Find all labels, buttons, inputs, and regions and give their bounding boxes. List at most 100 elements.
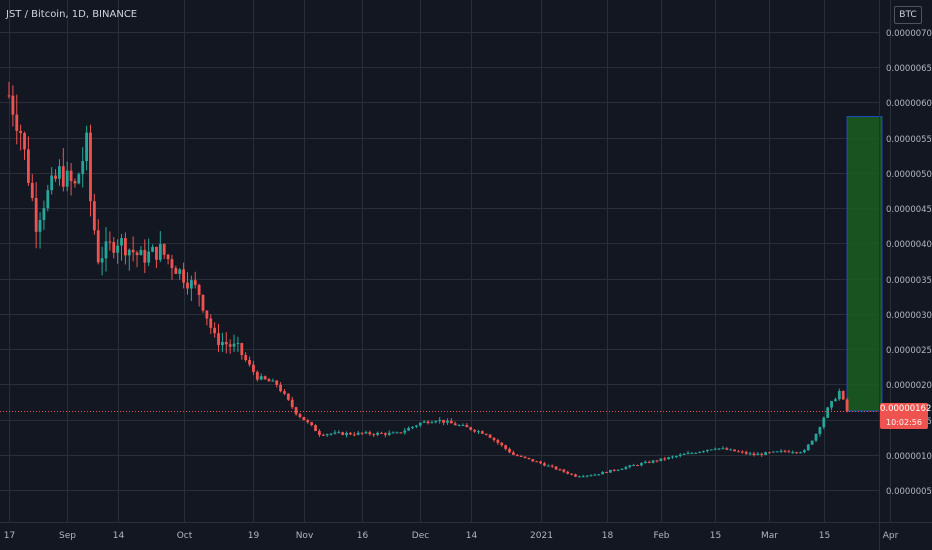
candle-body <box>259 376 263 380</box>
candle-body <box>574 474 577 477</box>
candle-body <box>601 471 605 475</box>
candle-body <box>279 384 282 392</box>
candle-body <box>46 190 50 209</box>
candle-body <box>178 269 182 274</box>
x-tick-label: 19 <box>248 531 260 541</box>
candle-body <box>814 433 818 441</box>
candle-body <box>54 175 57 179</box>
candle-body <box>151 246 154 252</box>
candle-body <box>643 461 647 464</box>
candle-body <box>120 238 123 246</box>
candle-body <box>193 280 197 285</box>
candle-body <box>589 475 593 477</box>
candle-body <box>779 450 783 452</box>
symbol-title[interactable]: JST / Bitcoin, 1D, BINANCE <box>6 9 138 20</box>
candle-body <box>651 460 655 463</box>
candle-body <box>271 380 275 382</box>
y-tick-label: 0.00000700 <box>886 29 932 39</box>
candle-body <box>721 448 725 450</box>
candle-body <box>426 421 430 424</box>
candle-body <box>771 451 775 453</box>
candle-body <box>577 476 581 478</box>
candle-body <box>240 343 244 356</box>
candle-body <box>244 355 248 361</box>
candle-body <box>694 452 698 454</box>
candle-body <box>174 268 178 274</box>
candle-body <box>38 220 42 232</box>
candle-body <box>252 364 255 372</box>
candle-body <box>399 432 403 434</box>
candle-body <box>217 333 220 346</box>
candle-body <box>352 434 356 436</box>
candle-body <box>34 197 38 232</box>
candle-body <box>473 429 476 432</box>
candle-body <box>803 450 806 453</box>
candle-body <box>224 342 228 345</box>
candle-body <box>27 149 30 183</box>
x-tick-label: 16 <box>357 531 369 541</box>
grid-lines <box>0 0 891 522</box>
candle-body <box>706 449 709 452</box>
x-tick-label: 14 <box>466 531 478 541</box>
candle-body <box>632 464 636 466</box>
candle-body <box>147 251 151 263</box>
candle-body <box>768 452 771 454</box>
candle-body <box>496 439 500 443</box>
candle-body <box>628 465 632 468</box>
candle-body <box>15 114 19 131</box>
x-axis-ticks: 17 Sep 14 Oct 19 Nov 16 Dec 14 2021 18 Feb 15 Mar 15 Ap… <box>4 531 899 541</box>
candle-body <box>756 453 760 456</box>
candle-body <box>380 432 383 434</box>
candle-body <box>752 453 756 456</box>
candle-body <box>263 376 267 380</box>
candle-body <box>73 181 77 184</box>
target-box[interactable] <box>846 116 883 412</box>
candle-body <box>368 432 372 435</box>
candle-body <box>543 463 546 466</box>
candle-body <box>717 448 721 450</box>
candle-body <box>209 318 213 328</box>
candle-body <box>484 433 488 435</box>
candle-body <box>562 469 566 472</box>
x-tick-label: Dec <box>412 531 429 541</box>
candle-body <box>663 458 667 460</box>
candle-body <box>318 431 321 435</box>
candle-body <box>834 399 837 402</box>
last-price-tag: 0.00000162 10:02:56 <box>880 403 931 429</box>
candle-body <box>775 451 779 453</box>
candle-body <box>407 427 411 431</box>
candle-body <box>449 420 453 424</box>
candle-body <box>341 432 345 435</box>
candle-body <box>116 245 120 253</box>
candle-body <box>166 254 170 260</box>
candle-body <box>744 451 748 454</box>
candle-body <box>554 466 558 470</box>
currency-badge[interactable]: BTC <box>894 6 922 24</box>
candle-body <box>104 241 108 259</box>
candle-body <box>535 461 539 463</box>
candle-body <box>395 432 399 434</box>
candle-body <box>189 280 193 289</box>
candle-body <box>702 451 705 453</box>
candle-body <box>546 465 550 467</box>
candle-body <box>581 476 585 478</box>
candle-body <box>267 379 271 382</box>
candle-body <box>837 390 841 400</box>
candle-body <box>236 343 240 345</box>
candle-body <box>286 393 290 400</box>
candle-body <box>197 284 201 295</box>
x-tick-label: Sep <box>59 531 76 541</box>
candle-body <box>158 244 162 260</box>
candle-body <box>713 448 717 450</box>
candle-body <box>729 449 733 451</box>
candle-body <box>818 427 822 434</box>
candle-body <box>760 453 764 455</box>
x-tick-label: 17 <box>4 531 15 541</box>
candle-body <box>512 452 515 455</box>
candle-body <box>733 449 736 452</box>
candle-body <box>124 238 127 256</box>
candle-body <box>845 399 849 412</box>
